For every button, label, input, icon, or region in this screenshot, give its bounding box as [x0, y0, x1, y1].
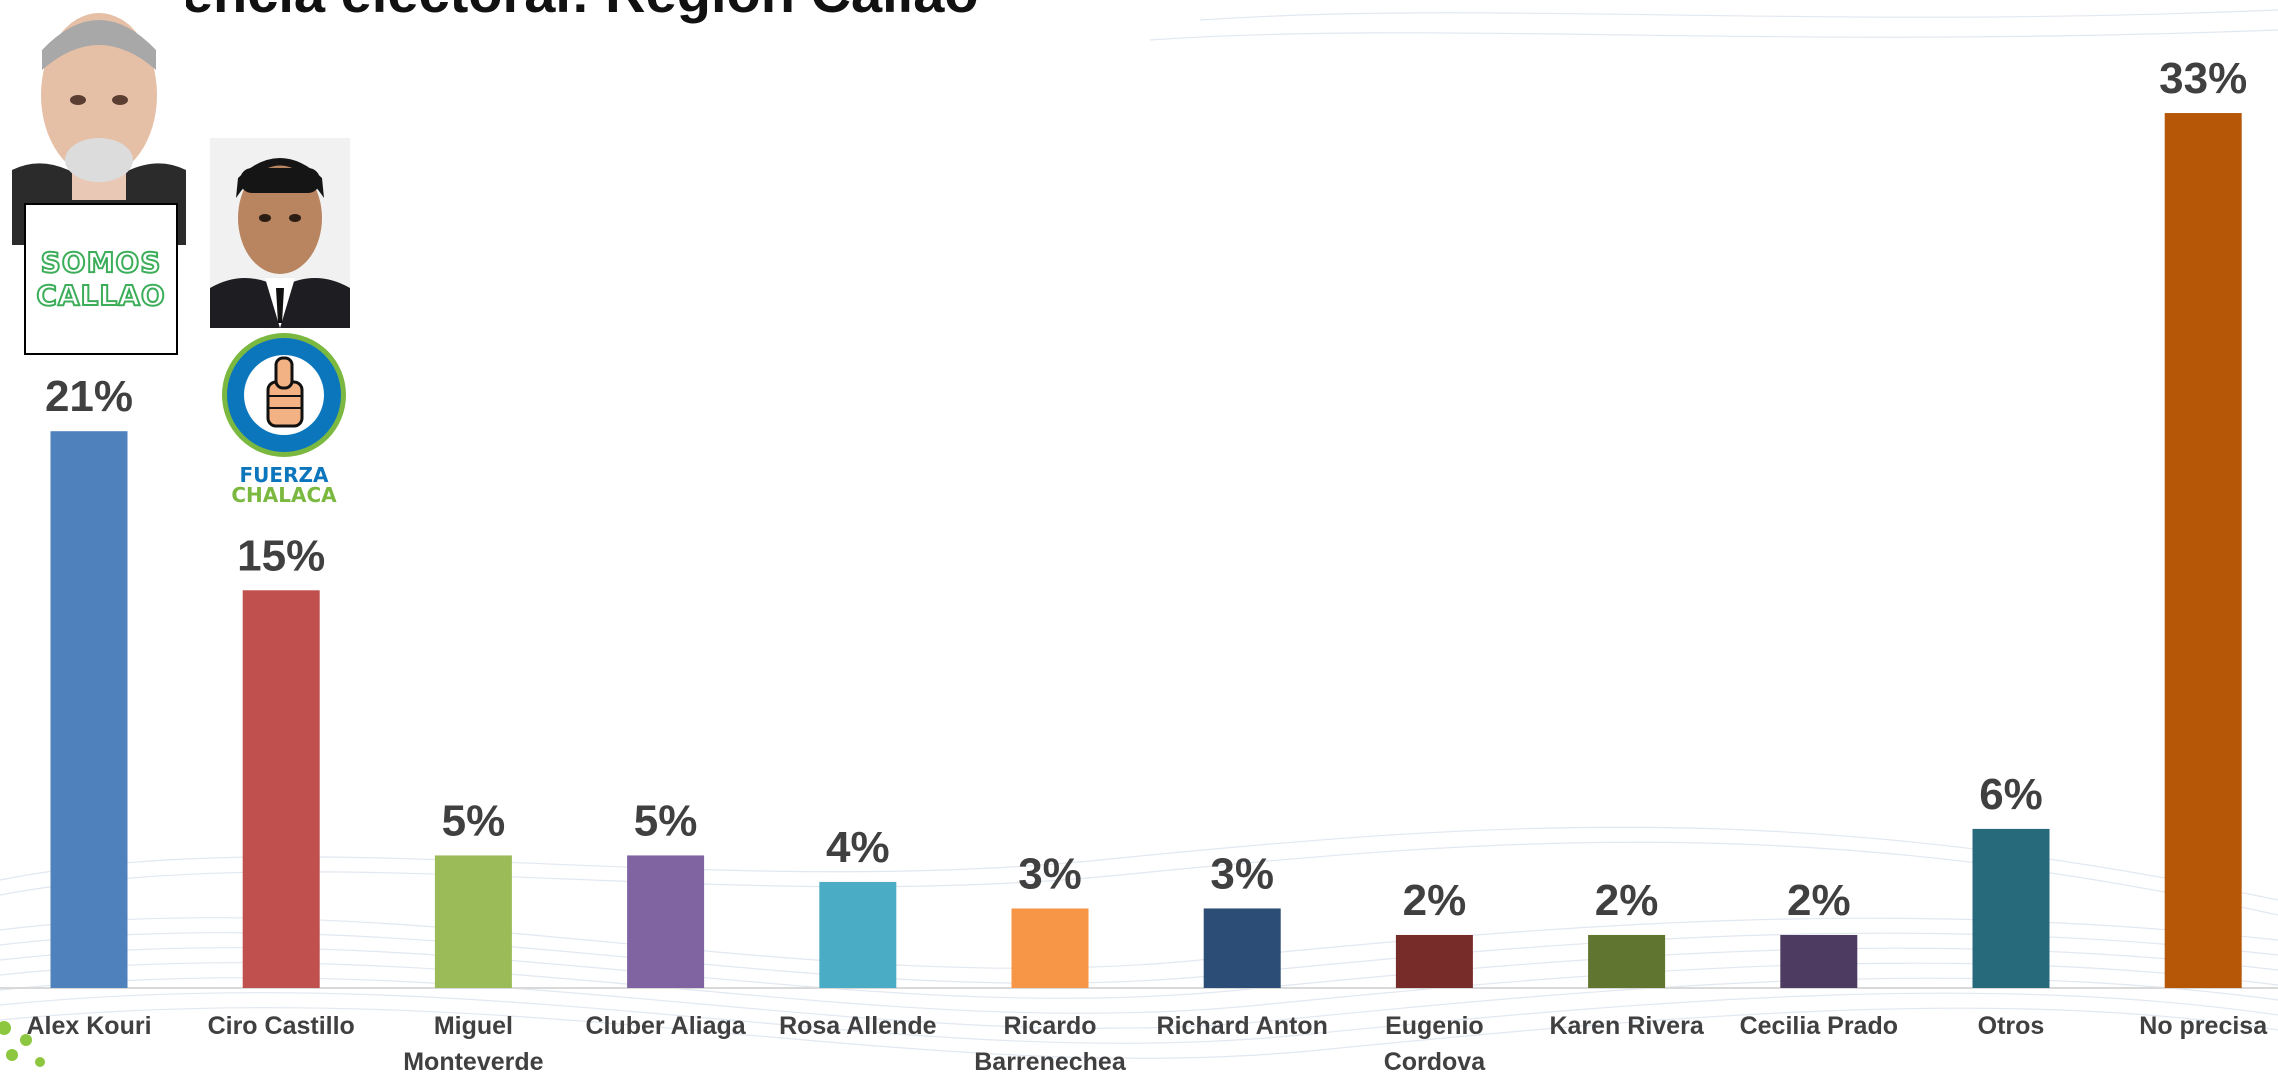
category-label-karen-rivera: Karen Rivera [1549, 1012, 1704, 1040]
data-label-no-precisa: 33% [2159, 54, 2247, 103]
bar-eugenio-cordova [1395, 934, 1473, 988]
bar-otros [1972, 828, 2050, 988]
category-label-miguel-monteverde: Miguel Monteverde [403, 1012, 543, 1073]
somos-callao-logo: SOMOS CALLAO [24, 203, 178, 355]
thumbs-up-icon [222, 333, 346, 457]
category-label-ciro-castillo: Ciro Castillo [208, 1012, 355, 1040]
category-label-eugenio-cordova: Eugenio Cordova [1384, 1012, 1487, 1073]
category-label-ricardo-barrenechea: Ricardo Barrenechea [974, 1012, 1127, 1073]
fuerza-chalaca-logo-line2: CHALACA [231, 483, 337, 507]
data-label-cluber-aliaga: 5% [634, 796, 698, 845]
fuerza-chalaca-logo: FUERZA CHALACA [218, 330, 350, 505]
category-label-alex-kouri: Alex Kouri [26, 1012, 151, 1040]
category-label-cecilia-prado: Cecilia Prado [1740, 1012, 1898, 1040]
data-label-miguel-monteverde: 5% [442, 796, 506, 845]
data-label-karen-rivera: 2% [1595, 876, 1659, 925]
data-label-alex-kouri: 21% [45, 372, 133, 421]
bar-ciro-castillo [242, 590, 320, 988]
bar-cluber-aliaga [627, 855, 705, 988]
bar-richard-anton [1203, 908, 1281, 988]
fuerza-chalaca-logo-line1: FUERZA [239, 463, 329, 487]
data-label-eugenio-cordova: 2% [1403, 876, 1467, 925]
bar-cecilia-prado [1780, 934, 1858, 988]
bar-karen-rivera [1588, 934, 1666, 988]
category-label-cluber-aliaga: Cluber Aliaga [585, 1012, 746, 1040]
data-label-ciro-castillo: 15% [237, 531, 325, 580]
data-label-ricardo-barrenechea: 3% [1018, 849, 1082, 898]
bar-alex-kouri [50, 431, 128, 988]
data-label-cecilia-prado: 2% [1787, 876, 1851, 925]
category-label-richard-anton: Richard Anton [1157, 1012, 1328, 1040]
somos-callao-logo-line2: CALLAO [35, 278, 166, 313]
category-label-rosa-allende: Rosa Allende [779, 1012, 937, 1040]
data-label-rosa-allende: 4% [826, 823, 890, 872]
bar-miguel-monteverde [434, 855, 512, 988]
data-label-otros: 6% [1979, 770, 2043, 819]
bar-no-precisa [2164, 113, 2242, 989]
data-label-richard-anton: 3% [1210, 849, 1274, 898]
somos-callao-logo-line1: SOMOS [40, 245, 162, 280]
candidate-photo-ciro-castillo [210, 138, 350, 328]
category-label-no-precisa: No precisa [2139, 1012, 2268, 1040]
bar-rosa-allende [819, 881, 897, 988]
bar-ricardo-barrenechea [1011, 908, 1089, 988]
category-label-otros: Otros [1978, 1012, 2045, 1040]
